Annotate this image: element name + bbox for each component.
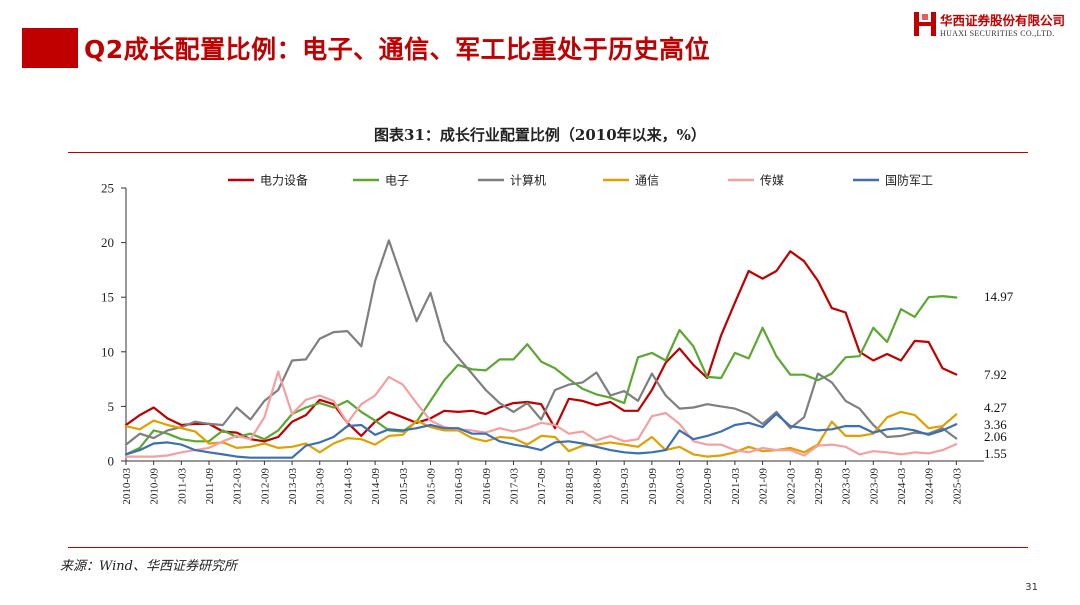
chart-title: 图表31：成长行业配置比例（2010年以来，%） [374,126,706,144]
series-line-0 [124,250,958,443]
y-tick-label: 5 [108,399,115,414]
end-label-4: 2.06 [984,429,1007,444]
legend-label-3: 通信 [635,174,659,188]
x-tick-label: 2020-09 [702,468,714,505]
x-tick-label: 2020-03 [675,468,687,505]
end-label-2: 4.27 [984,400,1007,415]
x-tick-label: 2019-09 [647,468,659,505]
x-tick-label: 2017-03 [508,468,520,505]
x-tick-label: 2011-03 [176,468,188,505]
logo-mark-icon [914,12,936,36]
y-tick-label: 10 [101,344,114,359]
x-tick-label: 2010-09 [149,468,161,505]
chart-bottom-rule [68,547,1028,548]
company-logo: 华西证券股份有限公司 HUAXI SECURITIES CO.,LTD. [912,8,1072,44]
y-tick-label: 25 [101,181,114,196]
legend-label-0: 电力设备 [260,174,308,188]
legend-label-5: 国防军工 [885,173,933,188]
x-tick-label: 2015-09 [425,468,437,505]
legend-label-1: 电子 [385,174,409,188]
x-tick-label: 2015-03 [398,468,410,505]
x-tick-label: 2023-03 [841,468,853,505]
x-tick-label: 2023-09 [868,468,880,505]
legend-label-4: 传媒 [760,173,784,188]
chart-top-rule [68,152,1028,153]
x-tick-label: 2014-03 [342,468,354,505]
x-tick-label: 2025-03 [951,468,963,505]
source-note: 来源：Wind、华西证券研究所 [60,559,237,574]
x-tick-label: 2022-09 [813,468,825,505]
series-line-2 [124,239,958,446]
x-tick-label: 2012-03 [232,468,244,505]
x-tick-label: 2011-09 [204,468,216,505]
title-accent-bar [22,28,78,68]
x-tick-label: 2014-09 [370,468,382,505]
y-tick-label: 15 [101,290,114,305]
x-tick-label: 2018-03 [564,468,576,505]
x-tick-label: 2022-03 [785,468,797,505]
page-title: Q2成长配置比例：电子、通信、军工比重处于历史高位 [84,35,711,64]
series-line-1 [124,295,958,456]
end-label-3: 3.36 [984,417,1007,432]
series-line-5 [124,412,958,459]
x-tick-label: 2018-09 [592,468,604,505]
x-tick-label: 2013-03 [287,468,299,505]
x-tick-label: 2016-03 [453,468,465,505]
x-tick-label: 2012-09 [259,468,271,505]
logo-company-name-en: HUAXI SECURITIES CO.,LTD. [940,29,1055,38]
end-label-1: 7.92 [984,367,1007,382]
x-tick-label: 2010-03 [121,468,133,505]
series-line-4 [124,370,958,458]
end-label-0: 14.97 [984,289,1014,304]
end-label-5: 1.55 [984,446,1007,461]
x-tick-label: 2016-09 [481,468,493,505]
y-tick-label: 0 [108,454,115,469]
x-tick-label: 2021-03 [730,468,742,505]
x-tick-label: 2024-09 [924,468,936,505]
page-number: 31 [1025,582,1038,593]
x-tick-label: 2024-03 [896,468,908,505]
x-tick-label: 2013-09 [315,468,327,505]
x-tick-label: 2021-09 [758,468,770,505]
logo-company-name-cn: 华西证券股份有限公司 [940,13,1066,28]
x-tick-label: 2019-03 [619,468,631,505]
y-tick-label: 20 [101,235,114,250]
legend-label-2: 计算机 [510,173,546,188]
x-tick-label: 2017-09 [536,468,548,505]
